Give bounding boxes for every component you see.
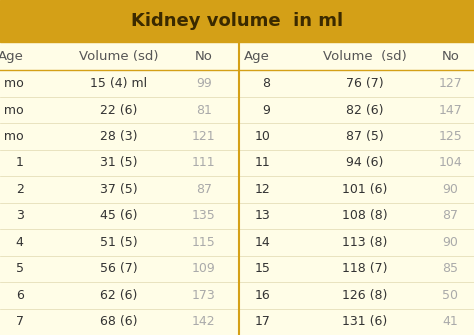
Text: 17: 17 [255, 315, 270, 328]
Text: Kidney volume  in ml: Kidney volume in ml [131, 12, 343, 30]
Text: 101 (6): 101 (6) [342, 183, 388, 196]
Text: 6: 6 [16, 289, 24, 302]
Text: 142: 142 [192, 315, 216, 328]
Text: 94 (6): 94 (6) [346, 156, 383, 170]
Text: 113 (8): 113 (8) [342, 236, 388, 249]
Text: 85: 85 [442, 262, 458, 275]
Text: 135: 135 [192, 209, 216, 222]
Text: 147: 147 [438, 104, 462, 117]
Text: 28 (3): 28 (3) [100, 130, 137, 143]
Text: 68 (6): 68 (6) [100, 315, 137, 328]
Text: 1: 1 [16, 156, 24, 170]
Text: No: No [195, 50, 213, 63]
Text: 104: 104 [438, 156, 462, 170]
Text: 45 (6): 45 (6) [100, 209, 137, 222]
Text: 3: 3 [16, 209, 24, 222]
Text: Age: Age [244, 50, 270, 63]
Text: 50: 50 [442, 289, 458, 302]
Text: No: No [441, 50, 459, 63]
Text: 87: 87 [196, 183, 212, 196]
Text: 7: 7 [16, 315, 24, 328]
Text: 87 (5): 87 (5) [346, 130, 384, 143]
Text: 2: 2 [16, 183, 24, 196]
Text: 108 (8): 108 (8) [342, 209, 388, 222]
Text: Volume (sd): Volume (sd) [79, 50, 158, 63]
Text: 51 (5): 51 (5) [100, 236, 137, 249]
Text: 11: 11 [255, 156, 270, 170]
Bar [0, 0, 474, 42]
Text: 126 (8): 126 (8) [342, 289, 388, 302]
Text: 15: 15 [255, 262, 270, 275]
Text: Volume  (sd): Volume (sd) [323, 50, 407, 63]
Text: 81: 81 [196, 104, 212, 117]
Text: 87: 87 [442, 209, 458, 222]
Text: 10: 10 [255, 130, 270, 143]
Text: 127: 127 [438, 77, 462, 90]
Text: 12: 12 [255, 183, 270, 196]
Text: 22 (6): 22 (6) [100, 104, 137, 117]
Text: 76 (7): 76 (7) [346, 77, 384, 90]
Text: 15 (4) ml: 15 (4) ml [90, 77, 147, 90]
Text: 6 mo: 6 mo [0, 130, 24, 143]
Text: 82 (6): 82 (6) [346, 104, 384, 117]
Text: 111: 111 [192, 156, 216, 170]
Text: 90: 90 [442, 236, 458, 249]
Text: 173: 173 [192, 289, 216, 302]
Text: 56 (7): 56 (7) [100, 262, 137, 275]
Text: 31 (5): 31 (5) [100, 156, 137, 170]
Text: 115: 115 [192, 236, 216, 249]
Text: 5: 5 [16, 262, 24, 275]
Text: 0 mo: 0 mo [0, 77, 24, 90]
Text: 125: 125 [438, 130, 462, 143]
Text: 62 (6): 62 (6) [100, 289, 137, 302]
Text: 9: 9 [262, 104, 270, 117]
Text: 16: 16 [255, 289, 270, 302]
Text: 41: 41 [442, 315, 458, 328]
Text: 37 (5): 37 (5) [100, 183, 137, 196]
Text: 109: 109 [192, 262, 216, 275]
Text: 4: 4 [16, 236, 24, 249]
Text: Age: Age [0, 50, 24, 63]
Text: 13: 13 [255, 209, 270, 222]
Text: 90: 90 [442, 183, 458, 196]
Text: 14: 14 [255, 236, 270, 249]
Text: 131 (6): 131 (6) [342, 315, 388, 328]
Text: 99: 99 [196, 77, 212, 90]
Text: 3 mo: 3 mo [0, 104, 24, 117]
Text: 118 (7): 118 (7) [342, 262, 388, 275]
Text: 8: 8 [262, 77, 270, 90]
Text: 121: 121 [192, 130, 216, 143]
